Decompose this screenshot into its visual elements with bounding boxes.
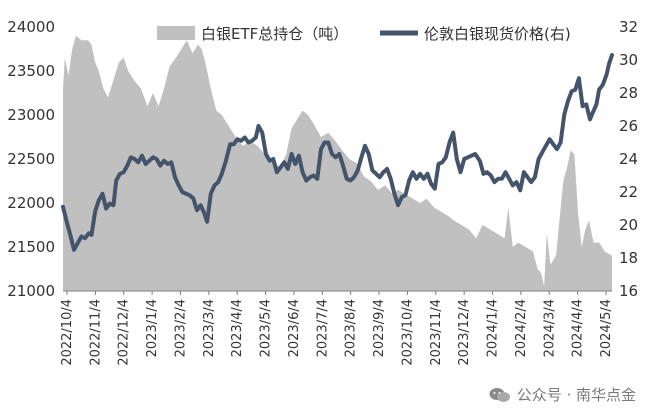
wechat-icon (489, 387, 510, 402)
x-axis-tick-label: 2023/7/4 (315, 299, 330, 357)
x-axis-tick-label: 2023/9/4 (372, 299, 387, 357)
right-axis-tick-label: 16 (619, 282, 638, 300)
right-axis-tick-label: 22 (619, 183, 638, 201)
x-axis-tick-label: 2024/1/4 (486, 299, 501, 357)
x-axis-tick-label: 2023/5/4 (259, 299, 274, 357)
silver-price-line-layer (61, 53, 614, 252)
etf-holdings-area (63, 35, 612, 291)
left-axis-tick-label: 24000 (7, 18, 55, 36)
x-axis-tick-label: 2023/2/4 (173, 299, 188, 357)
right-axis-tick-label: 18 (619, 249, 638, 267)
x-axis-tick-label: 2022/10/4 (60, 299, 75, 366)
x-axis-tick-label: 2023/4/4 (230, 299, 245, 357)
x-axis-tick-label: 2023/6/4 (287, 299, 302, 357)
watermark-text: 公众号 · 南华点金 (516, 386, 636, 404)
legend: 白银ETF总持仓（吨） 伦敦白银现货价格(右) (157, 25, 571, 43)
legend-label-etf-holdings: 白银ETF总持仓（吨） (201, 25, 348, 43)
watermark: 公众号 · 南华点金 (489, 384, 636, 405)
x-axis-tick-label: 2023/8/4 (344, 299, 359, 357)
x-axis-tick-label: 2023/1/4 (145, 299, 160, 357)
right-axis-tick-label: 26 (619, 117, 638, 135)
right-axis-tick-label: 32 (619, 18, 638, 36)
left-axis-tick-label: 23000 (7, 106, 55, 124)
left-axis-tick-label: 22500 (7, 150, 55, 168)
x-axis-tick-label: 2022/11/4 (88, 299, 103, 366)
x-axis-tick-label: 2023/11/4 (429, 299, 444, 366)
right-axis-tick-label: 20 (619, 216, 638, 234)
legend-swatch-etf-holdings (157, 26, 195, 40)
x-axis-tick-label: 2024/2/4 (514, 299, 529, 357)
left-axis-tick-label: 21000 (7, 282, 55, 300)
legend-label-silver-price: 伦敦白银现货价格(右) (424, 25, 571, 43)
axis-layer: 21000 21500 22000 22500 23000 23500 24000 16 18 2… (7, 18, 638, 366)
right-axis-tick-label: 28 (619, 84, 638, 102)
x-axis-tick-label: 2022/12/4 (117, 299, 132, 366)
x-axis-tick-label: 2024/4/4 (571, 299, 586, 357)
silver-price-line (61, 53, 614, 252)
etf-holdings-area-layer (63, 35, 612, 291)
right-axis-tick-label: 30 (619, 51, 638, 69)
x-axis-tick-label: 2023/10/4 (400, 299, 415, 366)
left-axis-tick-label: 21500 (7, 238, 55, 256)
x-axis-tick-label: 2024/5/4 (599, 299, 614, 357)
left-axis-tick-label: 23500 (7, 62, 55, 80)
right-axis-tick-label: 24 (619, 150, 638, 168)
x-axis-tick-label: 2023/3/4 (202, 299, 217, 357)
x-axis-tick-label: 2023/12/4 (457, 299, 472, 366)
left-axis-tick-label: 22000 (7, 194, 55, 212)
x-axis-tick-label: 2024/3/4 (542, 299, 557, 357)
